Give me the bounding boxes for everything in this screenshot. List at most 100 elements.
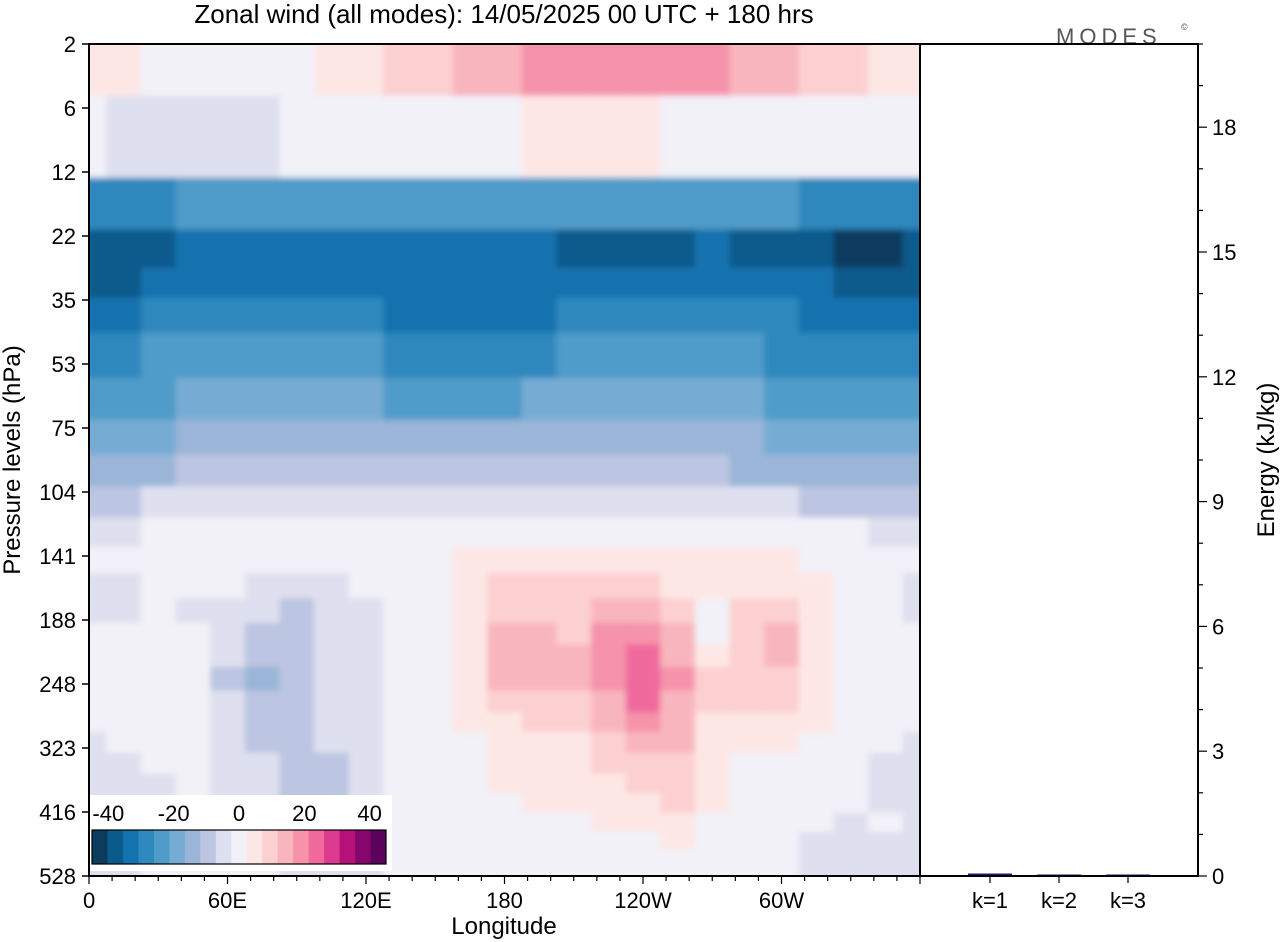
energy-tick-label: 0: [1212, 864, 1224, 889]
heatmap-cell: [764, 177, 800, 230]
heatmap-cell: [660, 812, 696, 833]
heatmap-cell: [868, 644, 904, 668]
heatmap-cell: [798, 454, 834, 487]
colorbar: -40 -20 0 20 40: [86, 795, 392, 871]
heatmap-cell: [417, 812, 454, 833]
heatmap-cell: [521, 297, 557, 334]
heatmap-cell: [452, 297, 488, 334]
heatmap-cell: [694, 598, 731, 624]
heatmap-cell: [729, 229, 765, 269]
heatmap-cell: [556, 752, 592, 775]
heatmap-cell: [175, 773, 211, 794]
heatmap-cell: [798, 731, 834, 754]
heatmap-cell: [417, 297, 454, 334]
heatmap-cell: [140, 297, 177, 334]
heatmap-cell: [521, 849, 557, 868]
heatmap-cell: [902, 773, 920, 794]
heatmap-cell: [660, 454, 696, 487]
heatmap-cell: [521, 793, 557, 814]
heatmap-cell: [591, 793, 627, 814]
heatmap-cell: [625, 622, 661, 645]
heatmap-cell: [694, 486, 731, 518]
heatmap-cell: [694, 752, 731, 775]
heatmap-cell: [106, 419, 142, 455]
heatmap-cell: [798, 598, 834, 624]
heatmap-cell: [314, 622, 350, 645]
heatmap-cell: [902, 731, 920, 754]
heatmap-cell: [764, 486, 800, 518]
heatmap-cell: [868, 598, 904, 624]
heatmap-cell: [625, 773, 661, 794]
heatmap-cell: [452, 598, 488, 624]
heatmap-cell: [868, 297, 904, 334]
heatmap-cell: [833, 712, 869, 733]
colorbar-swatch: [184, 830, 201, 864]
heatmap-cell: [868, 573, 904, 599]
heatmap-cell: [452, 547, 488, 574]
heatmap-cell: [729, 598, 765, 624]
heatmap-cell: [625, 752, 661, 775]
heatmap-cell: [660, 793, 696, 814]
heatmap-cell: [210, 229, 246, 269]
heatmap-cell: [417, 547, 454, 574]
energy-plot-frame: [919, 43, 1199, 877]
heatmap-cell: [868, 95, 904, 179]
heatmap-cell: [487, 297, 523, 334]
heatmap-cell: [89, 378, 107, 421]
heatmap-cell: [625, 867, 661, 876]
heatmap-cell: [660, 731, 696, 754]
heatmap-cell: [521, 332, 557, 379]
heatmap-cell: [833, 267, 869, 299]
heatmap-cell: [729, 95, 765, 179]
y-tick-label: 141: [39, 544, 76, 569]
heatmap-cell: [556, 297, 592, 334]
heatmap-cell: [660, 378, 696, 421]
heatmap-cell: [348, 667, 384, 692]
heatmap-cell: [140, 867, 177, 876]
heatmap-cell: [106, 229, 142, 269]
colorbar-swatch: [277, 830, 294, 864]
heatmap-cell: [452, 793, 488, 814]
heatmap-cell: [694, 573, 731, 599]
heatmap-cell: [487, 573, 523, 599]
heatmap-cell: [89, 267, 107, 299]
heatmap-cell: [902, 547, 920, 574]
heatmap-cell: [383, 849, 419, 868]
heatmap-cell: [383, 486, 419, 518]
heatmap-cell: [314, 547, 350, 574]
heatmap-cell: [833, 332, 869, 379]
energy-category-label: k=1: [972, 888, 1008, 913]
heatmap-cell: [729, 547, 765, 574]
heatmap-cell: [175, 598, 211, 624]
heatmap-cell: [348, 573, 384, 599]
heatmap-cell: [348, 486, 384, 518]
heatmap-cell: [140, 752, 177, 775]
heatmap-cell: [452, 332, 488, 379]
heatmap-cell: [764, 598, 800, 624]
heatmap-cell: [694, 378, 731, 421]
heatmap-cell: [452, 752, 488, 775]
heatmap-cell: [106, 297, 142, 334]
heatmap-cell: [764, 731, 800, 754]
heatmap-cell: [314, 332, 350, 379]
heatmap-cell: [106, 644, 142, 668]
y-tick-label: 104: [39, 480, 76, 505]
heatmap-cell: [694, 849, 731, 868]
heatmap-cell: [210, 547, 246, 574]
heatmap-cell: [487, 622, 523, 645]
colorbar-swatch: [246, 830, 263, 864]
heatmap-cell: [279, 773, 315, 794]
heatmap-cell: [106, 378, 142, 421]
heatmap-cell: [556, 547, 592, 574]
heatmap-cell: [140, 622, 177, 645]
heatmap-cell: [89, 622, 107, 645]
heatmap-cell: [452, 44, 488, 97]
colorbar-swatch: [293, 830, 310, 864]
x-tick-label: 60W: [759, 888, 804, 913]
heatmap-cell: [729, 177, 765, 230]
heatmap-cell: [729, 867, 765, 876]
heatmap-cell: [591, 731, 627, 754]
heatmap-cell: [314, 690, 350, 713]
heatmap-cell: [348, 773, 384, 794]
heatmap-cell: [140, 773, 177, 794]
